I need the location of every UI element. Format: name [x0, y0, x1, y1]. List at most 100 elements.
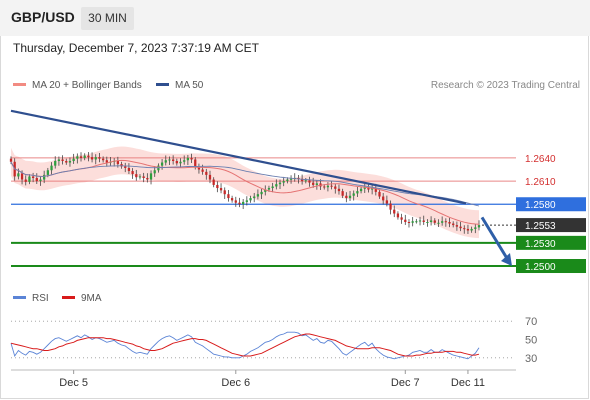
candle-body: [282, 181, 285, 183]
candle-body: [466, 228, 470, 231]
candle-body: [116, 161, 119, 165]
candle-body: [175, 161, 178, 164]
candle-body: [286, 179, 289, 182]
candle-body: [308, 180, 311, 183]
candle-body: [142, 176, 145, 178]
candle-body: [201, 169, 204, 172]
trendline: [10, 109, 512, 267]
candle-body: [76, 156, 79, 159]
symbol-title: GBP/USD: [11, 9, 75, 25]
candle-body: [31, 176, 35, 178]
candle-body: [153, 170, 156, 174]
support-label: 1.2500: [525, 262, 556, 273]
candle-body: [138, 176, 142, 178]
candle-body: [304, 180, 307, 182]
header-bar: GBP/USD 30 MIN: [0, 0, 590, 36]
timeframe-badge[interactable]: 30 MIN: [81, 7, 134, 30]
candle-body: [378, 191, 381, 197]
legend-label-ma50: MA 50: [175, 80, 204, 91]
forecast-arrow-head: [501, 253, 512, 267]
candle-body: [385, 200, 389, 204]
candle-body: [256, 194, 260, 197]
research-credit: Research © 2023 Trading Central: [430, 80, 580, 91]
candle-body: [400, 217, 403, 220]
candle-body: [459, 226, 462, 229]
candle-body: [433, 220, 436, 223]
legend-swatch-rsi: [13, 295, 26, 299]
candle-body: [35, 177, 38, 182]
candle-body: [227, 194, 230, 199]
candle-body: [426, 222, 429, 223]
candle-body: [54, 161, 57, 166]
candle-body: [348, 195, 352, 199]
candlesticks: [9, 152, 481, 235]
candle-body: [341, 191, 344, 196]
candle-body: [418, 220, 422, 222]
candle-body: [275, 184, 278, 187]
candle-body: [253, 196, 256, 199]
rsi-tick-label: 70: [525, 316, 537, 328]
candle-body: [422, 220, 425, 222]
legend-label-9ma: 9MA: [81, 293, 102, 304]
candle-body: [367, 187, 370, 190]
candle-body: [404, 219, 407, 222]
candle-body: [352, 193, 355, 196]
legend-9ma: 9MA: [62, 293, 102, 304]
candle-body: [477, 225, 481, 228]
datetime-label: Thursday, December 7, 2023 7:37:19 AM CE…: [13, 41, 259, 55]
pivot-label: 1.2580: [525, 200, 556, 211]
candle-body: [363, 187, 366, 189]
ma50-line: [10, 161, 480, 207]
candle-body: [39, 179, 42, 182]
candle-body: [396, 213, 400, 218]
candle-body: [323, 186, 326, 188]
candle-body: [127, 167, 131, 172]
legend-ma20-bollinger: MA 20 + Bollinger Bands: [13, 80, 142, 91]
forecast-arrow-shaft: [480, 216, 510, 261]
candle-body: [65, 161, 68, 163]
candle-body: [278, 182, 282, 185]
candle-body: [216, 184, 219, 189]
legend-rsi: RSI: [13, 293, 49, 304]
candle-body: [179, 161, 182, 164]
support-label: 1.2530: [525, 239, 556, 250]
candle-body: [470, 228, 473, 231]
candle-body: [337, 188, 341, 192]
legend-swatch-9ma: [62, 295, 75, 299]
candle-body: [46, 170, 49, 175]
time-axis: Dec 5 Dec 6 Dec 7 Dec 11: [11, 369, 516, 389]
candle-body: [87, 155, 90, 158]
candle-body: [271, 186, 274, 189]
candle-body: [28, 176, 31, 182]
rsi-panel: 70 50 30: [10, 316, 537, 365]
candle-body: [264, 189, 267, 192]
candle-body: [146, 177, 149, 180]
candle-body: [330, 185, 333, 187]
candle-body: [230, 198, 234, 201]
candle-body: [267, 188, 271, 190]
candle-body: [345, 195, 348, 199]
candle-body: [90, 157, 94, 160]
time-tick-label: Dec 5: [59, 377, 88, 389]
candle-body: [20, 173, 24, 180]
candle-body: [463, 228, 466, 230]
legend-swatch-ma20: [13, 82, 26, 86]
candle-body: [448, 222, 451, 224]
candle-body: [441, 221, 444, 223]
candle-body: [17, 173, 20, 177]
candle-body: [289, 178, 293, 180]
candle-body: [312, 182, 315, 185]
candle-body: [205, 171, 208, 175]
candle-body: [249, 198, 252, 201]
candle-body: [452, 223, 455, 226]
candle-body: [356, 191, 359, 194]
candle-body: [164, 160, 167, 163]
candle-body: [120, 164, 123, 167]
legend-swatch-ma50: [156, 82, 169, 86]
candle-body: [455, 225, 459, 227]
resistance-label: 1.2640: [525, 154, 556, 165]
candle-body: [9, 158, 13, 162]
candle-body: [393, 209, 396, 214]
candle-body: [374, 188, 377, 192]
